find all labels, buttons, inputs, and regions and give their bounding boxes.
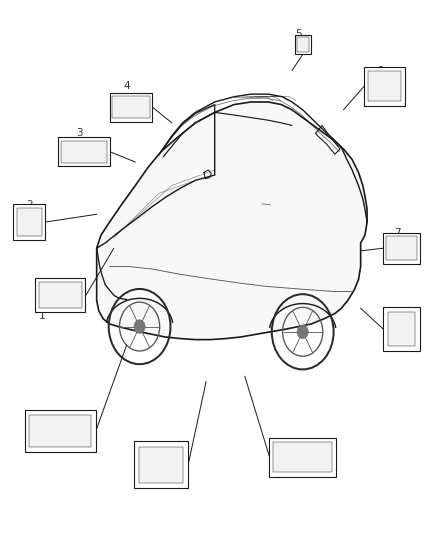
Bar [110, 93, 152, 122]
Bar [17, 208, 42, 236]
Bar [297, 37, 309, 52]
Bar [29, 415, 92, 447]
Text: 10: 10 [155, 478, 168, 488]
Bar [269, 438, 336, 477]
Text: 7: 7 [394, 228, 400, 238]
Text: 11: 11 [29, 442, 42, 451]
Bar [13, 204, 46, 240]
Bar [364, 67, 405, 106]
Circle shape [297, 325, 308, 338]
Bar [386, 236, 417, 260]
Bar [383, 307, 420, 351]
Bar [273, 442, 332, 472]
Bar [113, 96, 150, 118]
Text: 2: 2 [26, 200, 32, 210]
Text: 1: 1 [39, 311, 45, 321]
Bar [134, 441, 188, 488]
Text: 6: 6 [377, 66, 383, 76]
Bar [25, 410, 95, 452]
Circle shape [134, 320, 145, 333]
Bar [61, 141, 107, 163]
Bar [139, 447, 183, 483]
Text: 4: 4 [124, 82, 130, 91]
Bar [39, 282, 81, 308]
Bar [368, 71, 401, 101]
Bar [58, 137, 110, 166]
Bar [35, 278, 85, 312]
Text: 5: 5 [295, 29, 302, 39]
Bar [383, 232, 420, 264]
Text: 9: 9 [314, 471, 321, 480]
Text: 8: 8 [389, 309, 396, 319]
Text: 3: 3 [76, 128, 83, 138]
Bar [294, 35, 311, 54]
Bar [388, 312, 415, 346]
Polygon shape [97, 102, 367, 340]
